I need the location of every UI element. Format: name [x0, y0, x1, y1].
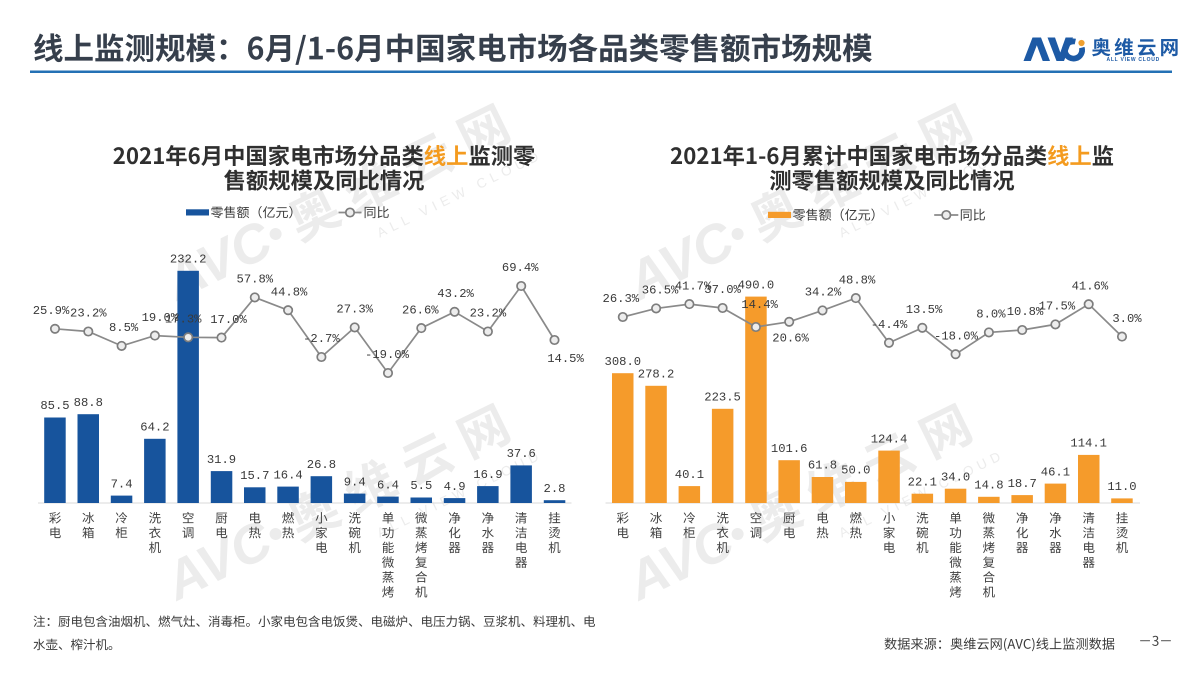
svg-text:AVC: AVC [154, 509, 282, 612]
svg-text:16.4: 16.4 [273, 468, 302, 482]
svg-text:15.7: 15.7 [240, 469, 269, 483]
svg-text:4.9: 4.9 [444, 480, 466, 494]
svg-text:278.2: 278.2 [638, 368, 675, 382]
svg-text:57.8%: 57.8% [237, 273, 274, 287]
svg-text:17.5%: 17.5% [1039, 300, 1076, 314]
svg-text:17.0%: 17.0% [210, 313, 247, 327]
svg-text:64.2: 64.2 [140, 421, 169, 435]
svg-text:ALL VIEW CLOUD: ALL VIEW CLOUD [837, 147, 1008, 241]
svg-text:223.5: 223.5 [704, 391, 741, 405]
svg-text:7.4: 7.4 [111, 477, 133, 491]
svg-text:27.3%: 27.3% [336, 303, 373, 317]
svg-text:40.1: 40.1 [675, 468, 704, 482]
svg-text:10.8%: 10.8% [1007, 305, 1044, 319]
svg-text:490.0: 490.0 [738, 278, 775, 292]
svg-text:3.0%: 3.0% [1112, 312, 1142, 326]
svg-text:13.5%: 13.5% [906, 303, 943, 317]
svg-text:22.1: 22.1 [908, 475, 937, 489]
svg-text:-19.0%: -19.0% [365, 348, 410, 362]
svg-text:26.8: 26.8 [307, 458, 336, 472]
svg-text:8.0%: 8.0% [976, 308, 1006, 322]
svg-text:61.8: 61.8 [808, 459, 837, 473]
svg-text:25.9%: 25.9% [33, 304, 70, 318]
svg-text:11.0: 11.0 [1107, 480, 1136, 494]
svg-text:85.5: 85.5 [40, 399, 69, 413]
svg-text:50.0: 50.0 [841, 464, 870, 478]
svg-text:14.8: 14.8 [974, 479, 1003, 493]
svg-text:36.5%: 36.5% [642, 284, 679, 298]
svg-text:5.5: 5.5 [410, 479, 432, 493]
svg-text:-18.0%: -18.0% [934, 329, 979, 343]
svg-text:AVC: AVC [616, 509, 744, 612]
svg-text:88.8: 88.8 [74, 396, 103, 410]
svg-text:46.1: 46.1 [1041, 465, 1070, 479]
svg-text:31.9: 31.9 [207, 453, 236, 467]
svg-text:26.3%: 26.3% [603, 292, 640, 306]
svg-text:41.7%: 41.7% [675, 279, 712, 293]
svg-text:-2.7%: -2.7% [303, 332, 340, 346]
svg-text:48.8%: 48.8% [839, 273, 876, 287]
svg-text:19.0%: 19.0% [142, 311, 179, 325]
svg-text:18.7: 18.7 [1008, 477, 1037, 491]
svg-text:26.6%: 26.6% [402, 303, 439, 317]
svg-text:69.4%: 69.4% [502, 261, 539, 275]
svg-text:23.2%: 23.2% [70, 307, 107, 321]
svg-text:34.2%: 34.2% [805, 286, 842, 300]
svg-text:34.0: 34.0 [941, 470, 970, 484]
svg-text:101.6: 101.6 [771, 442, 808, 456]
svg-text:8.5%: 8.5% [109, 321, 139, 335]
svg-text:43.2%: 43.2% [437, 287, 474, 301]
svg-text:41.6%: 41.6% [1072, 279, 1109, 293]
svg-text:17.3%: 17.3% [165, 313, 202, 327]
svg-text:44.8%: 44.8% [271, 285, 308, 299]
svg-text:14.5%: 14.5% [547, 352, 584, 366]
svg-text:14.4%: 14.4% [741, 298, 778, 312]
svg-text:16.9: 16.9 [473, 468, 502, 482]
svg-text:124.4: 124.4 [871, 432, 908, 446]
svg-text:114.1: 114.1 [1070, 437, 1107, 451]
svg-text:ALL VIEW CLOUD: ALL VIEW CLOUD [1107, 57, 1160, 63]
svg-text:37.0%: 37.0% [704, 283, 741, 297]
svg-text:232.2: 232.2 [170, 253, 207, 267]
svg-text:20.6%: 20.6% [772, 331, 809, 345]
svg-text:-4.4%: -4.4% [871, 318, 908, 332]
svg-text:9.4: 9.4 [344, 475, 366, 489]
svg-text:2.8: 2.8 [544, 482, 566, 496]
svg-text:23.2%: 23.2% [470, 307, 507, 321]
svg-text:37.6: 37.6 [507, 447, 536, 461]
svg-text:308.0: 308.0 [605, 355, 642, 369]
svg-text:6.4: 6.4 [377, 478, 399, 492]
